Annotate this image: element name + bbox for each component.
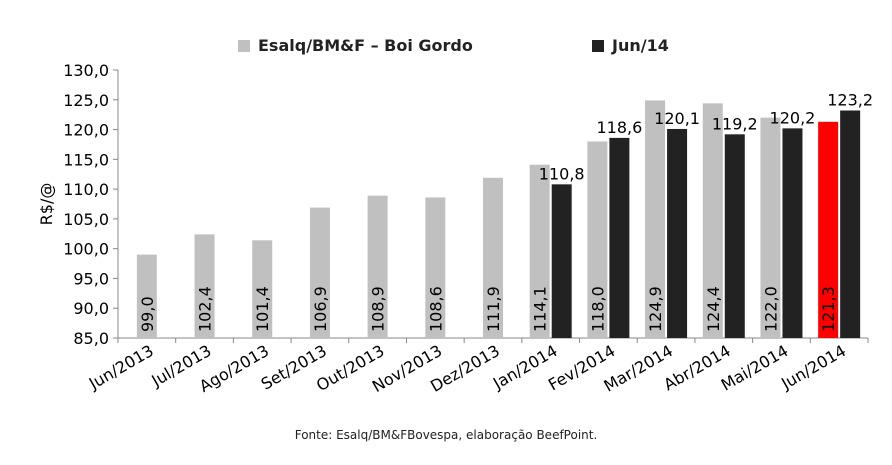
bar-esalq: [425, 197, 446, 338]
data-label-esalq: 108,9: [369, 286, 388, 332]
bar-esalq: [483, 177, 503, 338]
data-label-esalq: 122,0: [761, 286, 780, 332]
bar-esalq: [587, 141, 608, 338]
y-tick-label: 95,0: [73, 269, 109, 288]
x-tick-label: Jun/2014: [777, 341, 849, 394]
data-label-esalq: 114,1: [531, 286, 550, 332]
legend-item-jun14: Jun/14: [592, 36, 669, 55]
data-label-jun14: 123,2: [827, 90, 873, 109]
data-label-jun14: 110,8: [539, 164, 585, 183]
bar-esalq: [136, 254, 157, 338]
bar-jun14: [551, 184, 572, 338]
data-label-jun14: 119,2: [712, 114, 758, 133]
legend: Esalq/BM&F – Boi Gordo Jun/14: [0, 36, 892, 56]
data-label-esalq: 124,9: [646, 286, 665, 332]
bar-esalq: [645, 100, 666, 338]
y-tick-label: 105,0: [63, 210, 109, 229]
y-tick-label: 90,0: [73, 299, 109, 318]
legend-label-jun14: Jun/14: [612, 36, 669, 55]
y-tick-label: 110,0: [63, 180, 109, 199]
data-label-esalq: 99,0: [138, 296, 157, 332]
legend-item-esalq: Esalq/BM&F – Boi Gordo: [238, 36, 473, 55]
bar-jun14: [724, 134, 745, 338]
bar-esalq: [252, 240, 273, 338]
bar-esalq: [309, 207, 330, 338]
bar-jun14: [667, 128, 688, 338]
y-tick-label: 115,0: [63, 150, 109, 169]
data-label-jun14: 120,1: [654, 109, 700, 128]
bar-jun14: [840, 110, 861, 339]
data-label-esalq: 108,6: [426, 286, 445, 332]
legend-label-esalq: Esalq/BM&F – Boi Gordo: [258, 36, 473, 55]
x-tick-label: Jun/2013: [85, 341, 157, 394]
y-tick-label: 100,0: [63, 240, 109, 259]
bar-esalq: [367, 195, 388, 338]
data-label-esalq: 121,3: [819, 286, 838, 332]
bar-esalq: [702, 103, 723, 339]
data-label-esalq: 111,9: [484, 286, 503, 332]
y-axis-label: R$/@: [37, 183, 56, 226]
y-tick-label: 120,0: [63, 121, 109, 140]
bar-jun14: [782, 128, 803, 338]
data-label-esalq: 118,0: [588, 286, 607, 332]
data-label-esalq: 106,9: [311, 286, 330, 332]
data-label-jun14: 120,2: [770, 108, 816, 127]
data-label-esalq: 101,4: [253, 286, 272, 332]
y-tick-label: 125,0: [63, 91, 109, 110]
legend-swatch-esalq: [238, 39, 250, 52]
y-tick-label: 85,0: [73, 329, 109, 348]
bar-esalq: [529, 164, 550, 338]
legend-swatch-jun14: [592, 39, 604, 52]
bar-esalq: [194, 234, 215, 338]
source-note: Fonte: Esalq/BM&FBovespa, elaboração Bee…: [294, 428, 598, 442]
data-label-esalq: 102,4: [196, 286, 215, 332]
y-tick-label: 130,0: [63, 61, 109, 80]
bar-esalq: [760, 117, 781, 339]
data-label-jun14: 118,6: [596, 118, 642, 137]
bar-esalq: [818, 121, 839, 339]
data-label-esalq: 124,4: [704, 286, 723, 332]
bar-jun14: [609, 137, 630, 338]
